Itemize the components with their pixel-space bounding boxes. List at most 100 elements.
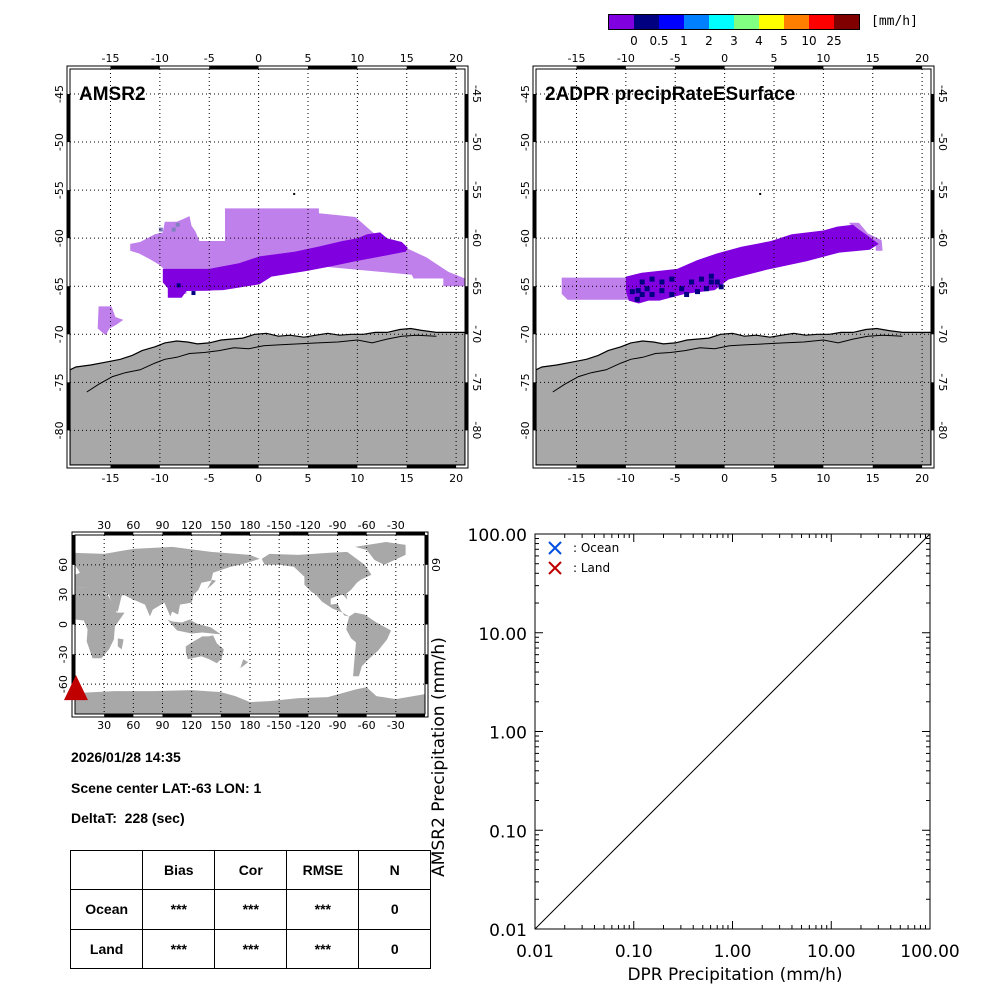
world-lon-tick-top: 60 [126,519,140,532]
frame-bar-left [533,382,536,431]
frame-bar-bottom [220,714,250,717]
frame-bar-right [931,93,934,143]
x-tick-label: 0.01 [516,942,554,962]
header-empty [69,849,144,891]
frame-bar-top [576,66,626,69]
continent-samerica [346,612,391,677]
lon-tick-label-top: 10 [350,52,364,65]
world-lat-tick-left: -30 [57,645,70,663]
frame-bar-left [72,535,75,565]
world-lon-tick-bottom: 90 [156,719,170,732]
lon-tick-label-bottom: -15 [568,472,586,485]
lat-tick-label-left: -80 [53,421,66,439]
legend-land-label: : Land [573,561,610,575]
frame-bar-right [465,382,468,431]
rain-moderate-area [162,232,408,298]
colorbar-swatch [784,15,810,29]
world-lat-tick-left: 0 [57,621,70,628]
lon-tick-label-top: -5 [204,52,215,65]
rain-cell [158,227,163,232]
rain-cell [639,279,645,285]
rain-cell [718,284,724,290]
continent-indonesia [167,619,221,635]
continent-newzealand [237,659,249,671]
colorbar-swatch [684,15,710,29]
lon-tick-label-bottom: 0 [721,472,728,485]
continent-madagascar [117,638,124,650]
lon-tick-label-bottom: 10 [816,472,830,485]
rain-cell [684,291,690,297]
lon-tick-label-bottom: -10 [617,472,635,485]
legend-x-marker-icon [548,561,562,575]
rain-cell [191,291,196,296]
colorbar-swatch [634,15,660,29]
lon-tick-label-bottom: 5 [770,472,777,485]
lat-tick-label-right: -50 [470,133,483,151]
rain-cell [634,296,640,302]
frame-bar-right [465,286,468,335]
frame-bar-top [337,532,367,535]
map-frame-inner [535,68,932,466]
world-lon-tick-bottom: -60 [358,719,376,732]
header-rmse: RMSE [286,849,360,891]
rain-cell [708,279,714,285]
lat-tick-label-left: -50 [519,133,532,151]
frame-bar-right [931,286,934,335]
frame-bar-bottom [279,714,309,717]
world-lon-tick-top: -150 [267,519,292,532]
world-lon-tick-bottom: -150 [267,719,292,732]
rain-cell [175,222,180,227]
cell-bias: *** [142,928,216,970]
frame-bar-left [533,190,536,239]
world-lat-tick-right: 60 [429,558,442,572]
y-tick-label: 0.01 [489,921,527,941]
colorbar [607,14,861,30]
frame-bar-left [533,93,536,143]
table-row-ocean: Ocean *** *** *** 0 [69,889,431,930]
colorbar-tick-label: 3 [730,34,738,48]
coastline-detail [86,334,437,393]
world-lon-tick-top: -120 [296,519,321,532]
map-title: AMSR2 [79,84,146,105]
lat-tick-label-right: -55 [936,181,949,199]
rain-cell [171,227,176,232]
world-content [75,535,425,714]
frame-bar-left [67,190,70,239]
header-bias: Bias [142,849,216,891]
table-header-row: Bias Cor RMSE N [69,849,431,891]
colorbar-swatch [759,15,785,29]
frame-bar-bottom [675,465,725,468]
datetime-text: 2026/01/28 14:35 [71,749,181,765]
map-title: 2ADPR precipRateESurface [545,84,795,105]
lon-tick-label-top: 0 [721,52,728,65]
lon-tick-label-bottom: -5 [204,472,215,485]
frame-bar-top [162,532,192,535]
frame-bar-left [533,286,536,335]
lon-tick-label-top: 15 [866,52,880,65]
continent-japan [201,579,216,594]
world-lon-tick-top: 180 [240,519,261,532]
frame-bar-top [872,66,923,69]
lat-tick-label-right: -75 [470,373,483,391]
row-label: Ocean [69,889,144,930]
cell-n: 0 [358,928,431,970]
world-lat-tick-left: 30 [57,588,70,602]
lat-tick-label-right: -75 [936,373,949,391]
frame-bar-bottom [110,465,160,468]
colorbar-tick-label: 1 [680,34,688,48]
colorbar-tick-label: 4 [755,34,763,48]
frame-bar-right [465,190,468,239]
lon-tick-label-bottom: 15 [866,472,880,485]
rain-cell [669,291,675,297]
frame-bar-left [67,286,70,335]
colorbar-border [608,14,860,30]
map-content [70,69,465,465]
frame-bar-top [773,66,824,69]
lat-tick-label-right: -55 [470,181,483,199]
frame-bar-bottom [307,465,358,468]
lon-tick-label-bottom: -15 [102,472,120,485]
lon-tick-label-top: 5 [304,52,311,65]
rain-cell [659,279,665,285]
rain-cell [694,289,700,295]
lon-tick-label-top: 0 [255,52,262,65]
